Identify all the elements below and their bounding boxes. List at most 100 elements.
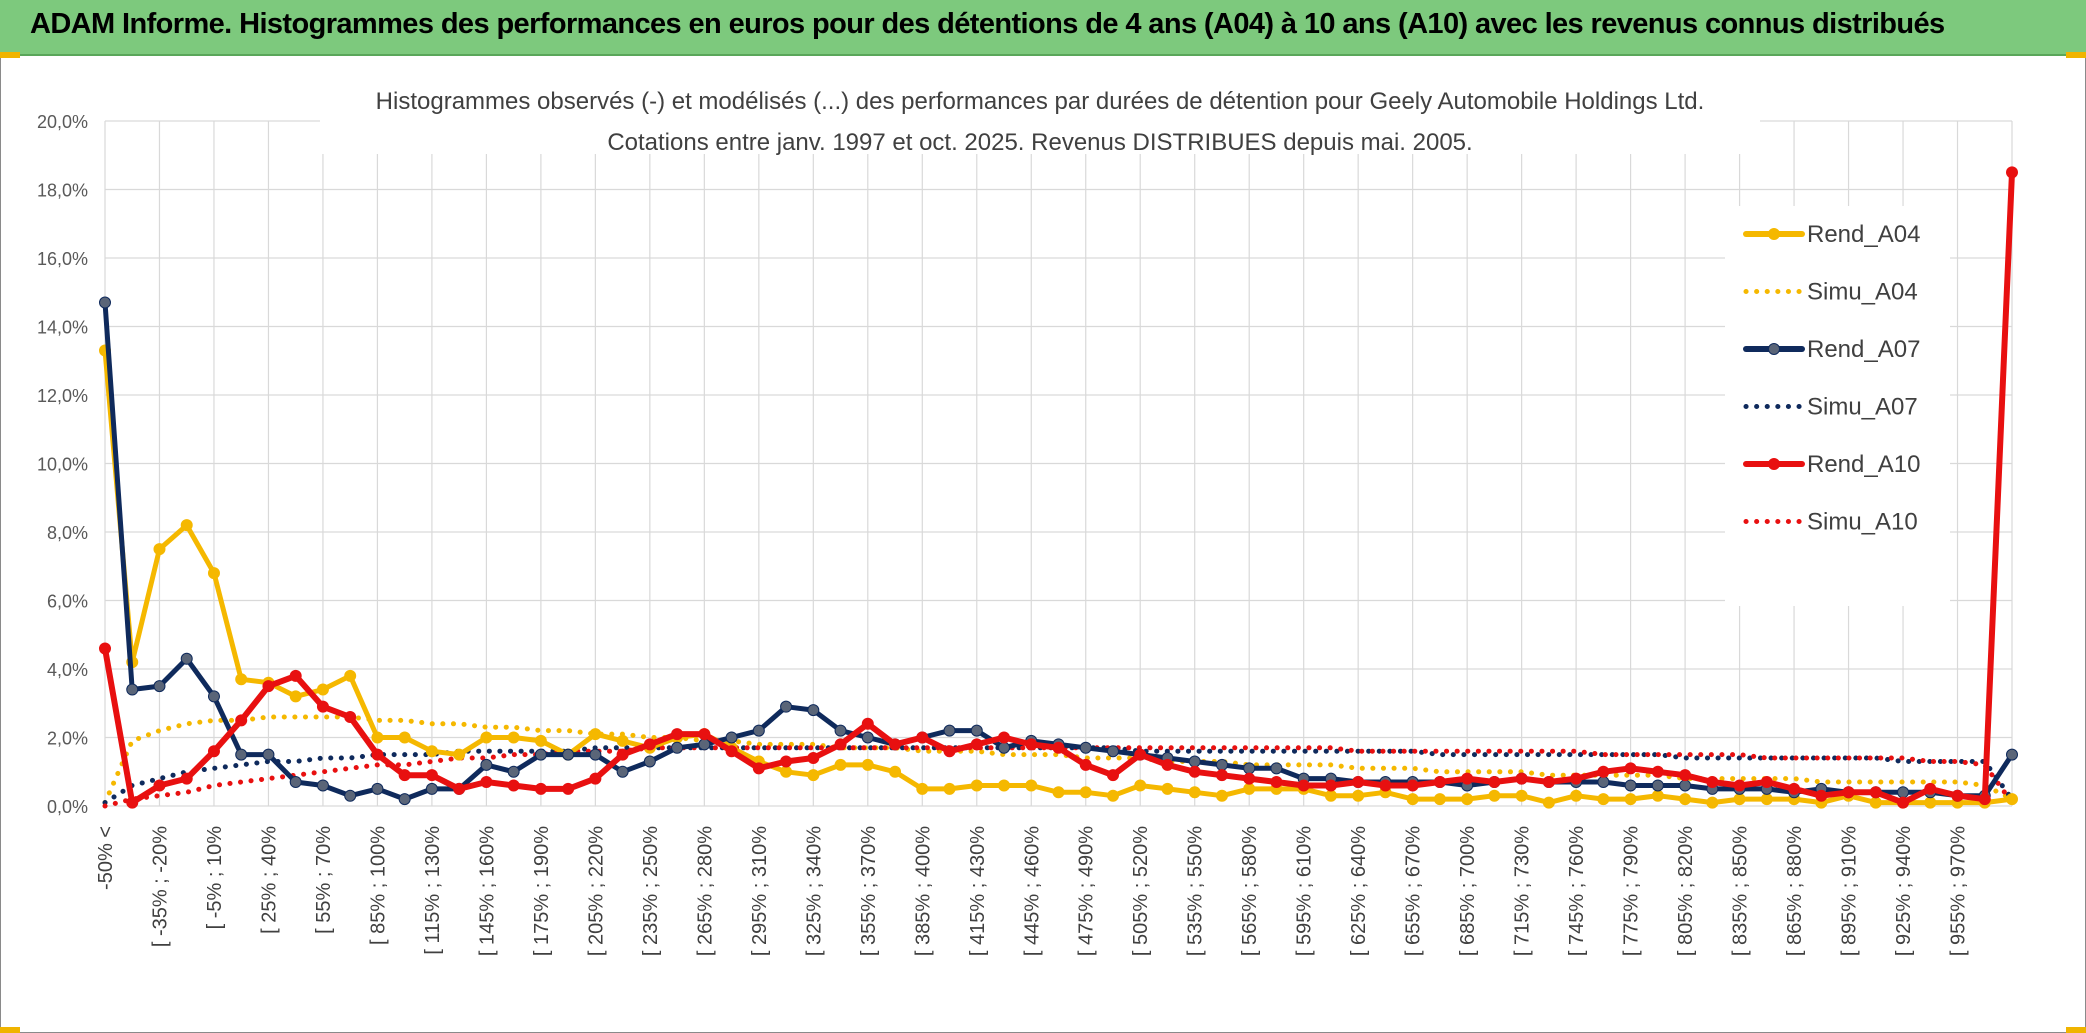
x-tick-label: [ 145% ; 160%: [476, 826, 498, 956]
data-point: [1188, 755, 1201, 768]
data-point: [943, 745, 956, 758]
data-point: [1788, 782, 1801, 795]
data-point: [752, 762, 765, 775]
data-point: [643, 738, 656, 751]
data-point: [1869, 786, 1882, 799]
x-tick-label: [ 535% ; 550%: [1185, 826, 1207, 956]
y-tick-label: 14,0%: [37, 318, 88, 338]
data-point: [262, 680, 275, 693]
y-tick-label: 16,0%: [37, 249, 88, 269]
data-point: [1624, 762, 1637, 775]
data-point: [1542, 776, 1555, 789]
corner-mark-bottom-left: [0, 1027, 20, 1033]
data-point: [371, 748, 384, 761]
data-point: [1079, 786, 1092, 799]
header-bar: ADAM Informe. Histogrammes des performan…: [0, 0, 2086, 56]
data-point: [316, 700, 329, 713]
data-point: [1897, 796, 1910, 809]
data-point: [289, 669, 302, 682]
chart-title: Histogrammes observés (-) et modélisés (…: [376, 88, 1705, 115]
data-point: [1161, 782, 1174, 795]
legend-marker: [1768, 458, 1780, 470]
data-point: [1052, 741, 1065, 754]
data-point: [698, 728, 711, 741]
x-tick-label: [ 775% ; 790%: [1621, 826, 1643, 956]
data-point: [153, 680, 166, 693]
x-tick-label: [ 85% ; 100%: [367, 826, 389, 945]
x-tick-label: [ 325% ; 340%: [803, 826, 825, 956]
x-tick-label: [ 205% ; 220%: [585, 826, 607, 956]
data-point: [207, 690, 220, 703]
data-point: [998, 779, 1011, 792]
x-tick-label: [ 385% ; 400%: [912, 826, 934, 956]
data-point: [1134, 748, 1147, 761]
data-point: [1324, 789, 1337, 802]
data-point: [861, 717, 874, 730]
data-point: [970, 724, 983, 737]
data-point: [1270, 762, 1283, 775]
data-point: [1161, 758, 1174, 771]
data-point: [1488, 789, 1501, 802]
x-tick-label: [ 595% ; 610%: [1294, 826, 1316, 956]
data-point: [998, 741, 1011, 754]
y-tick-label: 20,0%: [37, 112, 88, 132]
legend-item-simu-a04: Simu_A04: [1743, 279, 1918, 306]
x-tick-label: [ 295% ; 310%: [749, 826, 771, 956]
legend-item-rend-a07: Rend_A07: [1743, 336, 1920, 363]
x-tick-label: [ 25% ; 40%: [258, 826, 280, 934]
data-point: [1106, 769, 1119, 782]
data-point: [480, 758, 493, 771]
chart-title-background: [320, 78, 1760, 154]
data-point: [289, 776, 302, 789]
y-tick-label: 4,0%: [47, 660, 88, 680]
data-point: [1515, 772, 1528, 785]
data-point: [1924, 782, 1937, 795]
y-axis-ticks: 0,0% 2,0% 4,0% 6,0% 8,0% 10,0% 12,0% 14,0% 16,0%…: [37, 112, 88, 817]
data-point: [153, 543, 166, 556]
data-point: [1079, 741, 1092, 754]
data-point: [861, 731, 874, 744]
data-point: [1706, 776, 1719, 789]
data-point: [1842, 786, 1855, 799]
x-tick-label: [ 235% ; 250%: [640, 826, 662, 956]
chart-subtitle: Cotations entre janv. 1997 et oct. 2025.…: [607, 129, 1472, 156]
data-point: [153, 779, 166, 792]
x-tick-label: [ -35% ; -20%: [149, 826, 171, 947]
data-point: [1052, 786, 1065, 799]
data-point: [616, 748, 629, 761]
legend-label: Rend_A07: [1807, 336, 1920, 363]
data-point: [1978, 793, 1991, 806]
data-point: [889, 738, 902, 751]
data-point: [1270, 776, 1283, 789]
data-point: [998, 731, 1011, 744]
y-tick-label: 0,0%: [47, 797, 88, 817]
data-point: [1188, 786, 1201, 799]
x-tick-label: -50% <: [95, 826, 117, 890]
data-point: [398, 731, 411, 744]
legend-item-rend-a04: Rend_A04: [1743, 221, 1920, 248]
data-point: [316, 683, 329, 696]
data-point: [1651, 765, 1664, 778]
data-point: [834, 758, 847, 771]
y-tick-label: 6,0%: [47, 592, 88, 612]
x-tick-label: [ 445% ; 460%: [1021, 826, 1043, 956]
data-point: [1352, 789, 1365, 802]
data-point: [1297, 779, 1310, 792]
data-point: [1215, 769, 1228, 782]
data-point: [1406, 779, 1419, 792]
data-point: [371, 782, 384, 795]
x-tick-label: [ 745% ; 760%: [1566, 826, 1588, 956]
data-point: [807, 752, 820, 765]
data-point: [2006, 166, 2018, 179]
data-point: [1760, 776, 1773, 789]
data-point: [1079, 758, 1092, 771]
data-point: [1706, 796, 1719, 809]
data-point: [507, 765, 520, 778]
x-tick-label: [ 685% ; 700%: [1457, 826, 1479, 956]
data-point: [1897, 786, 1910, 799]
data-point: [1733, 793, 1746, 806]
data-point: [1924, 796, 1937, 809]
data-point: [425, 769, 438, 782]
corner-mark-top-left: [0, 52, 20, 58]
data-point: [1461, 793, 1474, 806]
